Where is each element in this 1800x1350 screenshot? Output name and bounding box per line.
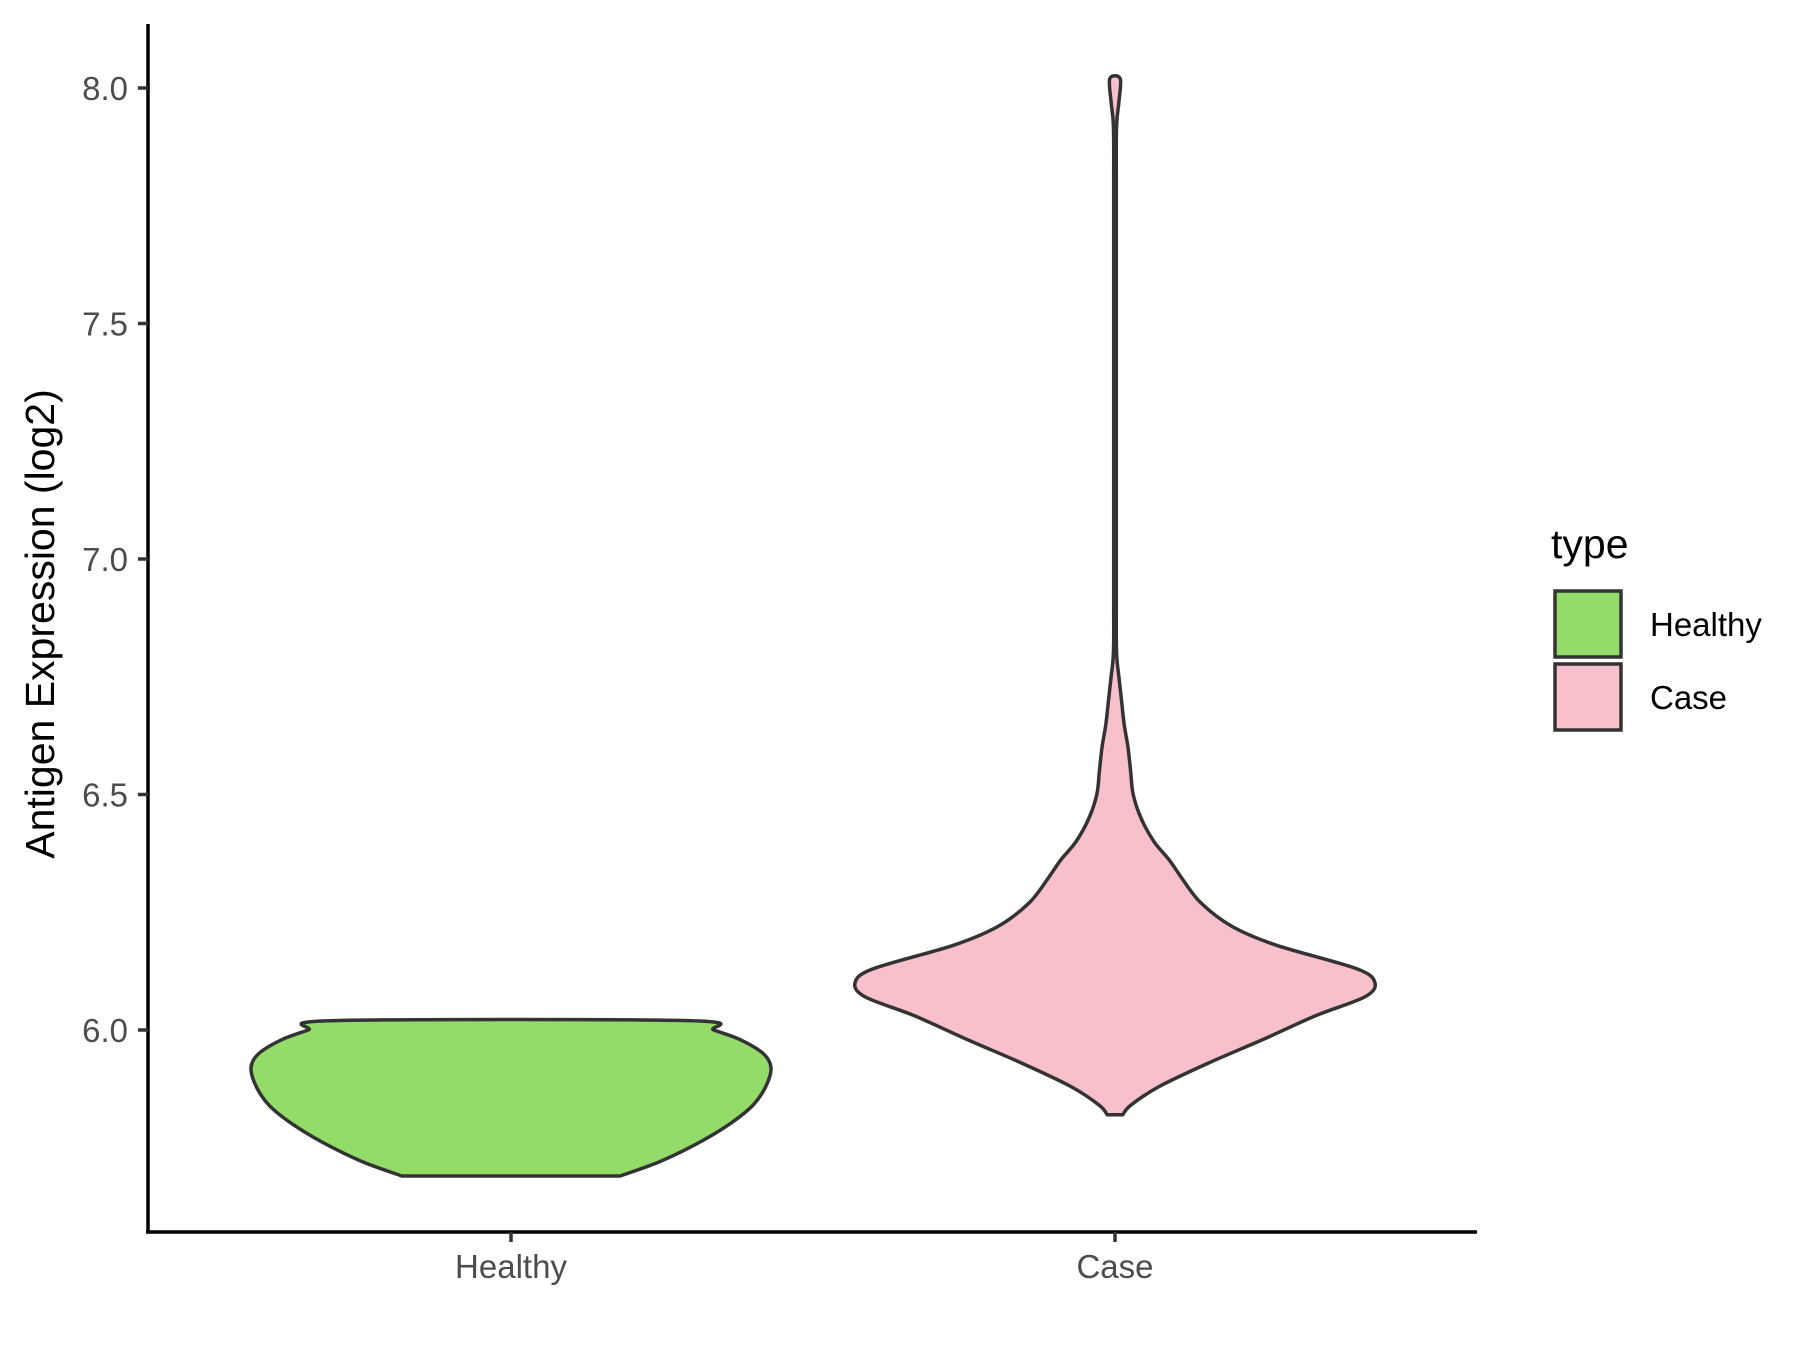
legend: type Healthy Case xyxy=(1551,521,1762,732)
legend-swatch-case xyxy=(1553,662,1623,732)
y-tick-label: 7.0 xyxy=(82,541,128,578)
y-tick-label: 7.5 xyxy=(82,306,128,343)
legend-swatch-healthy xyxy=(1553,589,1623,659)
y-tick-label: 6.5 xyxy=(82,777,128,814)
y-axis-title: Antigen Expression (log2) xyxy=(17,389,63,858)
legend-title: type xyxy=(1551,521,1629,567)
plot-area xyxy=(249,74,1378,1178)
x-tick-label: Healthy xyxy=(455,1248,567,1285)
violin-healthy xyxy=(249,1017,773,1178)
violin-case xyxy=(852,74,1378,1117)
x-tick-label: Case xyxy=(1076,1248,1153,1285)
y-tick-label: 8.0 xyxy=(82,70,128,107)
y-tick-label: 6.0 xyxy=(82,1012,128,1049)
axes: 6.0 6.5 7.0 7.5 8.0 Healthy Case xyxy=(82,24,1477,1285)
legend-label-case: Case xyxy=(1650,679,1727,716)
legend-label-healthy: Healthy xyxy=(1650,606,1762,643)
